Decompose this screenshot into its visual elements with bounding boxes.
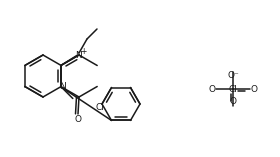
Text: O: O <box>74 116 81 125</box>
Text: N: N <box>59 82 66 91</box>
Text: +: + <box>80 46 86 56</box>
Text: Cl: Cl <box>95 103 104 111</box>
Text: N: N <box>75 51 81 60</box>
Text: O⁻: O⁻ <box>227 71 239 81</box>
Text: O: O <box>251 84 258 94</box>
Text: O: O <box>209 84 216 94</box>
Text: Cl: Cl <box>228 84 237 94</box>
Text: O: O <box>230 97 237 106</box>
